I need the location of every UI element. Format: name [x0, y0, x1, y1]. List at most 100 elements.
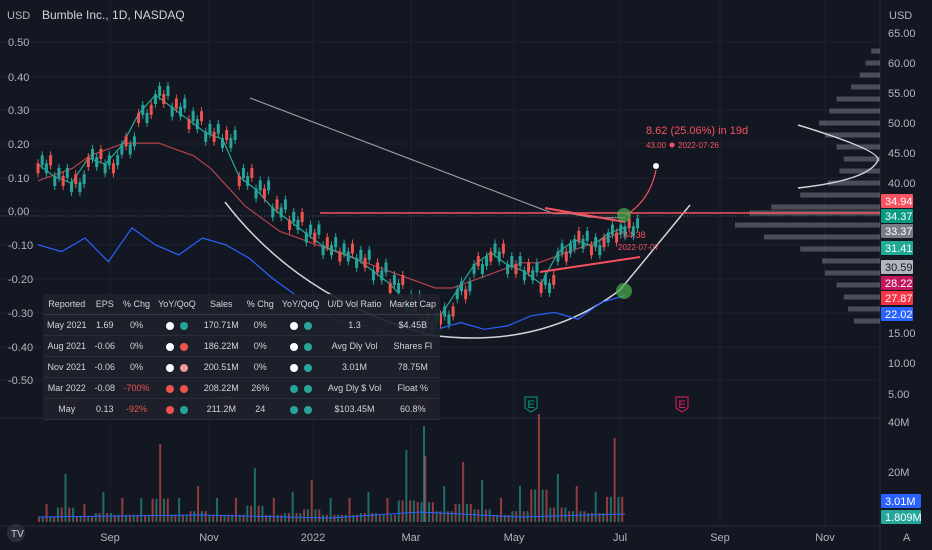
- volume-bar: [602, 513, 605, 522]
- candle-body: [350, 243, 354, 254]
- sales-cell: 208.22M: [199, 377, 243, 399]
- volume-bar: [594, 492, 597, 522]
- volume-bar: [174, 514, 177, 522]
- candle-body: [283, 199, 287, 210]
- volume-bar: [72, 507, 75, 522]
- eps-marker[interactable]: [616, 283, 632, 299]
- volume-bar: [49, 516, 52, 522]
- fundamentals-table: Reported EPS% Chg YoY/QoQ Sales% Chg YoY/QoQ…: [43, 294, 441, 420]
- volume-bar: [147, 514, 150, 522]
- auto-scale-button[interactable]: A: [903, 532, 911, 544]
- volume-bar: [128, 514, 131, 522]
- right-tick-label: 50.00: [888, 118, 916, 130]
- volume-profile-bar: [800, 192, 880, 198]
- volume-bar: [181, 514, 184, 522]
- volume-bar: [348, 498, 351, 522]
- volume-bar: [329, 498, 332, 522]
- candle-body: [443, 306, 447, 317]
- candle-body: [397, 283, 401, 293]
- left-tick-label: 0.40: [8, 72, 29, 84]
- volume-bar: [185, 514, 188, 522]
- volume-bar: [151, 498, 154, 522]
- sales-change-cell: 0%: [242, 314, 278, 336]
- candle-body: [384, 262, 388, 273]
- volume-badge: [881, 494, 921, 508]
- volume-bar: [575, 486, 578, 522]
- volume-bar: [238, 514, 241, 522]
- candle-body: [304, 232, 308, 243]
- breakout-marker[interactable]: [617, 208, 631, 222]
- volume-bar: [549, 507, 552, 522]
- volume-bar: [102, 492, 105, 522]
- volume-profile-bar: [859, 72, 880, 78]
- volume-bar: [503, 514, 506, 522]
- price-badge: [881, 241, 913, 255]
- time-tick-label: Mar: [402, 532, 421, 544]
- candle-body: [107, 155, 111, 166]
- candle-body: [49, 155, 53, 166]
- candle-body: [493, 243, 497, 254]
- candle-body: [103, 163, 107, 174]
- price-badge-text: 31.41: [885, 243, 913, 255]
- candle-body: [267, 180, 271, 191]
- candle-body: [376, 262, 380, 273]
- volume-bar: [253, 468, 256, 522]
- candle-body: [548, 283, 552, 293]
- candle-body: [183, 98, 187, 109]
- candle-body: [120, 144, 124, 155]
- earnings-marker: [524, 396, 538, 413]
- volume-bar: [45, 504, 48, 522]
- candle-body: [195, 119, 199, 130]
- volume-bar: [352, 514, 355, 522]
- candle-body: [61, 175, 65, 186]
- candle-body: [447, 314, 451, 325]
- candle-body: [455, 289, 459, 300]
- volume-bar: [609, 496, 612, 522]
- volume-bar: [79, 516, 82, 522]
- volume-bar: [117, 514, 120, 522]
- left-tick-label: 0.00: [8, 206, 29, 218]
- volume-bar: [613, 438, 616, 522]
- stat-value-cell: Float %: [385, 377, 441, 399]
- volume-bar: [390, 514, 393, 522]
- volume-profile-bar: [836, 96, 880, 102]
- volume-bar: [541, 489, 544, 522]
- sales-change-cell: 24: [242, 398, 278, 420]
- candle-body: [200, 111, 204, 122]
- candle-body: [162, 94, 166, 104]
- volume-bar: [227, 514, 230, 522]
- price-candles: [36, 82, 640, 335]
- candle-body: [573, 238, 577, 249]
- volume-bar: [409, 500, 412, 522]
- tradingview-logo[interactable]: TV: [7, 524, 25, 542]
- volume-bar: [106, 513, 109, 522]
- volume-bar: [424, 456, 427, 522]
- volume-bar: [556, 474, 559, 522]
- volume-bar: [439, 511, 442, 522]
- volume-bar: [537, 414, 540, 522]
- time-axis: Sep Nov 2022 Mar May Jul Sep Nov: [100, 532, 835, 544]
- trend-dot-icon: [165, 342, 174, 351]
- volume-bars: [38, 414, 624, 522]
- candle-body: [476, 256, 480, 267]
- symbol-title[interactable]: Bumble Inc., 1D, NASDAQ: [42, 8, 185, 22]
- volume-bar: [189, 511, 192, 522]
- price-badge-text: 30.59: [885, 262, 913, 274]
- volume-bar: [454, 504, 457, 522]
- left-tick-label: 0.50: [8, 37, 29, 49]
- volume-bar: [492, 514, 495, 522]
- volume-axis: 40M 20M: [888, 417, 909, 479]
- trend-dot-icon: [179, 405, 188, 414]
- trend-dot-icon: [303, 384, 312, 393]
- candle-body: [271, 207, 275, 218]
- candle-body: [602, 237, 606, 248]
- volume-bar: [280, 514, 283, 522]
- candle-body: [594, 237, 598, 248]
- trend-dot-icon: [289, 363, 298, 372]
- volume-bar: [344, 514, 347, 522]
- candle-body: [392, 275, 396, 285]
- candle-body: [522, 270, 526, 281]
- volume-bar: [159, 444, 162, 522]
- candle-body: [510, 256, 514, 267]
